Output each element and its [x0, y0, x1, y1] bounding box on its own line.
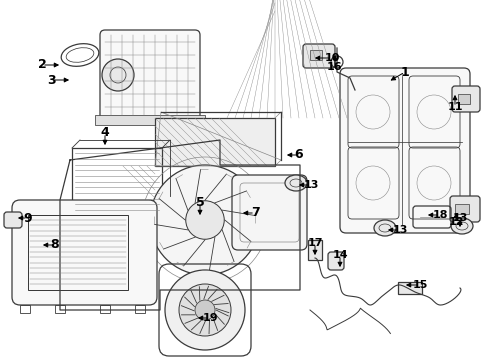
FancyBboxPatch shape — [339, 68, 469, 233]
Text: 3: 3 — [48, 73, 56, 86]
FancyBboxPatch shape — [4, 212, 22, 228]
FancyBboxPatch shape — [451, 86, 479, 112]
Bar — [72, 148, 162, 216]
Text: 7: 7 — [250, 207, 259, 220]
FancyBboxPatch shape — [327, 252, 343, 270]
Circle shape — [150, 165, 260, 275]
Bar — [20, 305, 30, 313]
Text: 13: 13 — [391, 225, 407, 235]
Text: 10: 10 — [324, 53, 339, 63]
Text: 9: 9 — [23, 211, 32, 225]
FancyBboxPatch shape — [12, 200, 157, 305]
Bar — [457, 94, 469, 104]
Text: 19: 19 — [202, 313, 217, 323]
Text: 14: 14 — [331, 250, 347, 260]
Circle shape — [102, 59, 134, 91]
Text: 13: 13 — [303, 180, 318, 190]
Circle shape — [185, 201, 224, 239]
Ellipse shape — [373, 220, 395, 236]
FancyBboxPatch shape — [100, 30, 200, 120]
Bar — [397, 282, 421, 294]
Text: 15: 15 — [411, 280, 427, 290]
Circle shape — [164, 270, 244, 350]
FancyBboxPatch shape — [303, 44, 334, 68]
Text: 17: 17 — [306, 238, 322, 248]
Bar — [100, 305, 110, 313]
Text: 6: 6 — [294, 148, 303, 162]
Bar — [307, 240, 321, 260]
Text: 5: 5 — [195, 197, 204, 210]
Text: 11: 11 — [447, 102, 462, 112]
FancyBboxPatch shape — [449, 196, 479, 222]
Bar — [309, 50, 321, 60]
Text: 2: 2 — [38, 58, 46, 72]
Bar — [155, 118, 274, 166]
Bar — [95, 115, 204, 125]
Text: 8: 8 — [51, 238, 59, 252]
Ellipse shape — [285, 175, 306, 191]
Text: 18: 18 — [431, 210, 447, 220]
FancyBboxPatch shape — [231, 175, 306, 250]
Text: 13: 13 — [451, 213, 467, 223]
Circle shape — [195, 300, 215, 320]
Bar — [55, 305, 65, 313]
Ellipse shape — [450, 218, 472, 234]
Bar — [28, 215, 128, 290]
Text: 4: 4 — [101, 126, 109, 139]
Bar — [135, 305, 145, 313]
Circle shape — [179, 284, 230, 336]
Text: 1: 1 — [400, 66, 408, 78]
Text: 12: 12 — [447, 217, 463, 227]
Bar — [454, 204, 468, 214]
Text: 16: 16 — [326, 62, 342, 72]
